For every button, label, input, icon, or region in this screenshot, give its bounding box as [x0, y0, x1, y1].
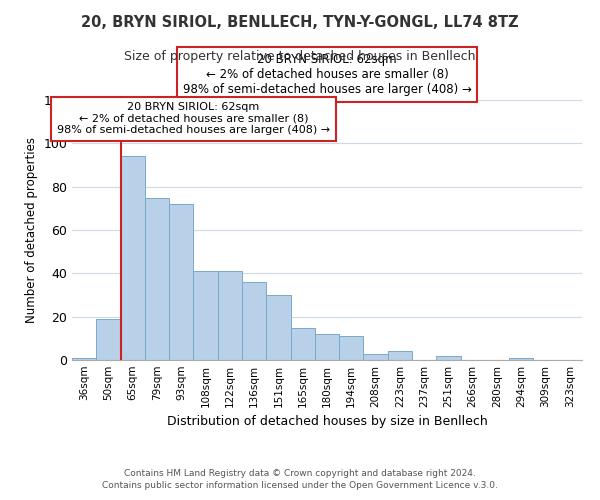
Bar — [266, 295, 290, 360]
Bar — [364, 354, 388, 360]
X-axis label: Distribution of detached houses by size in Benllech: Distribution of detached houses by size … — [167, 416, 487, 428]
Bar — [388, 352, 412, 360]
Bar — [169, 204, 193, 360]
Text: 20 BRYN SIRIOL: 62sqm
← 2% of detached houses are smaller (8)
98% of semi-detach: 20 BRYN SIRIOL: 62sqm ← 2% of detached h… — [182, 53, 472, 96]
Bar — [290, 328, 315, 360]
Text: Contains HM Land Registry data © Crown copyright and database right 2024.: Contains HM Land Registry data © Crown c… — [124, 468, 476, 477]
Bar — [145, 198, 169, 360]
Y-axis label: Number of detached properties: Number of detached properties — [25, 137, 38, 323]
Bar — [96, 319, 121, 360]
Text: 20 BRYN SIRIOL: 62sqm
← 2% of detached houses are smaller (8)
98% of semi-detach: 20 BRYN SIRIOL: 62sqm ← 2% of detached h… — [57, 102, 330, 136]
Text: Size of property relative to detached houses in Benllech: Size of property relative to detached ho… — [124, 50, 476, 63]
Bar — [436, 356, 461, 360]
Bar — [315, 334, 339, 360]
Text: Contains public sector information licensed under the Open Government Licence v.: Contains public sector information licen… — [102, 481, 498, 490]
Bar — [72, 358, 96, 360]
Bar — [121, 156, 145, 360]
Bar — [242, 282, 266, 360]
Bar — [218, 271, 242, 360]
Text: 20, BRYN SIRIOL, BENLLECH, TYN-Y-GONGL, LL74 8TZ: 20, BRYN SIRIOL, BENLLECH, TYN-Y-GONGL, … — [81, 15, 519, 30]
Bar — [193, 271, 218, 360]
Bar — [339, 336, 364, 360]
Bar — [509, 358, 533, 360]
